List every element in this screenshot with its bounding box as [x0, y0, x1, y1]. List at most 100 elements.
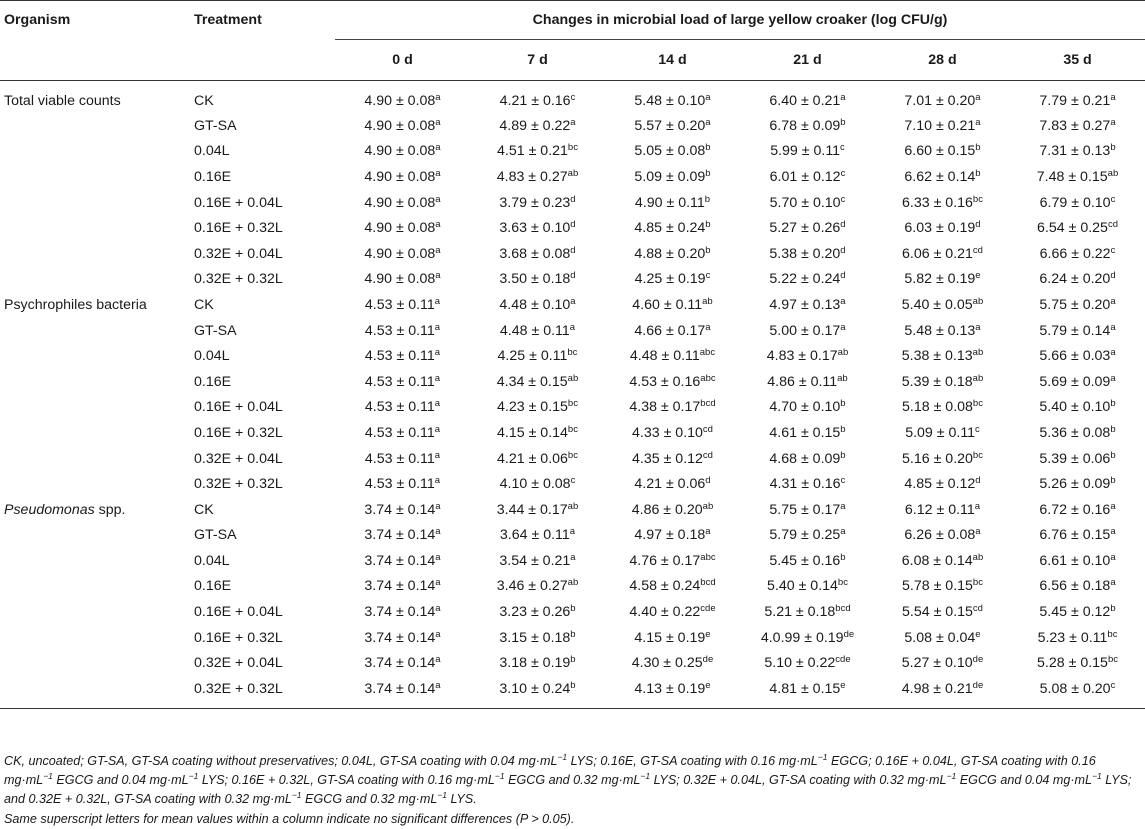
- value-cell: 4.53 ± 0.11a: [335, 420, 470, 446]
- value-cell: 4.81 ± 0.15e: [740, 676, 875, 709]
- treatment-cell: 0.04L: [194, 143, 230, 160]
- value-cell: 4.83 ± 0.27ab: [470, 164, 605, 190]
- mean-sd-value: 3.74 ± 0.14: [364, 604, 436, 621]
- value-cell: 3.63 ± 0.10d: [470, 215, 605, 241]
- significance-letters: a: [434, 372, 441, 384]
- value-cell: 3.46 ± 0.27ab: [470, 574, 605, 600]
- mean-sd-value: 5.09 ± 0.09: [634, 168, 706, 185]
- mean-sd-value: 4.90 ± 0.08: [364, 245, 436, 262]
- significance-letters: c: [840, 167, 846, 179]
- organism-cell: [0, 190, 190, 216]
- mean-sd-value: 6.66 ± 0.22: [1039, 245, 1111, 262]
- mean-sd-value: 7.79 ± 0.21: [1039, 93, 1111, 109]
- value-cell: 7.31 ± 0.13b: [1010, 139, 1145, 165]
- significance-letters: e: [840, 679, 846, 691]
- value-cell: 7.83 ± 0.27a: [1010, 113, 1145, 139]
- organism-cell: [0, 650, 190, 676]
- significance-letters: bcd: [835, 603, 851, 615]
- significance-letters: a: [434, 347, 441, 359]
- organism-cell: [0, 523, 190, 549]
- table-row: 0.32E + 0.04L 4.53 ± 0.11a 4.21 ± 0.06bc 4.…: [0, 446, 1145, 472]
- mean-sd-value: 5.08 ± 0.04: [904, 629, 976, 646]
- value-cell: 4.90 ± 0.08a: [335, 267, 470, 293]
- treatment-cell: 0.32E + 0.04L: [194, 450, 283, 467]
- value-cell: 5.82 ± 0.19e: [875, 267, 1010, 293]
- mean-sd-value: 5.26 ± 0.09: [1039, 476, 1111, 493]
- organism-header: Organism: [0, 0, 190, 40]
- value-cell: 3.74 ± 0.14a: [335, 676, 470, 709]
- treatment-cell: CK: [194, 93, 214, 109]
- mean-sd-value: 4.21 ± 0.06: [497, 450, 568, 467]
- value-cell: 3.74 ± 0.14a: [335, 497, 470, 523]
- organism-name: Psychrophiles bacteria: [4, 296, 147, 313]
- mean-sd-value: 4.85 ± 0.24: [634, 220, 706, 237]
- mean-sd-value: 5.70 ± 0.10: [769, 194, 841, 211]
- mean-sd-value: 4.53 ± 0.11: [364, 476, 435, 493]
- significance-letters: b: [1110, 398, 1116, 410]
- value-cell: 3.18 ± 0.19b: [470, 650, 605, 676]
- mean-sd-value: 5.79 ± 0.14: [1039, 322, 1111, 339]
- value-cell: 3.74 ± 0.14a: [335, 574, 470, 600]
- treatment-cell: CK: [194, 296, 214, 313]
- day-header: 28 d: [875, 39, 1010, 81]
- mean-sd-value: 4.89 ± 0.22: [499, 117, 571, 134]
- significance-letters: e: [975, 270, 981, 282]
- mean-sd-value: 3.63 ± 0.10: [499, 220, 571, 237]
- mean-sd-value: 4.31 ± 0.16: [769, 476, 841, 493]
- mean-sd-value: 6.79 ± 0.10: [1039, 194, 1111, 211]
- mean-sd-value: 4.35 ± 0.12: [632, 450, 703, 467]
- value-cell: 5.79 ± 0.14a: [1010, 318, 1145, 344]
- mean-sd-value: 6.08 ± 0.14: [901, 552, 973, 569]
- significance-letters: bc: [1107, 628, 1118, 640]
- day-header: 35 d: [1010, 39, 1145, 81]
- value-cell: 5.45 ± 0.12b: [1010, 599, 1145, 625]
- significance-letters: a: [435, 92, 441, 103]
- mean-sd-value: 3.64 ± 0.11: [499, 527, 570, 544]
- mean-sd-value: 4.90 ± 0.08: [364, 194, 436, 211]
- treatment-cell: GT-SA: [194, 117, 237, 134]
- mean-sd-value: 4.38 ± 0.17: [629, 399, 701, 416]
- mean-sd-value: 5.75 ± 0.17: [769, 501, 841, 518]
- significance-letters: bc: [972, 193, 983, 205]
- significance-letters: de: [702, 654, 714, 666]
- value-cell: 4.86 ± 0.11ab: [740, 369, 875, 395]
- value-cell: 4.90 ± 0.11b: [605, 190, 740, 216]
- mean-sd-value: 4.53 ± 0.11: [364, 296, 435, 313]
- mean-sd-value: 4.25 ± 0.19: [634, 271, 706, 288]
- significance-letters: e: [705, 679, 711, 691]
- mean-sd-value: 5.39 ± 0.18: [901, 373, 973, 390]
- mean-sd-value: 4.13 ± 0.19: [634, 680, 706, 697]
- significance-letters: a: [435, 628, 441, 640]
- mean-sd-value: 5.36 ± 0.08: [1039, 424, 1111, 441]
- value-cell: 4.83 ± 0.17ab: [740, 343, 875, 369]
- significance-letters: bc: [972, 398, 983, 410]
- mean-sd-value: 5.40 ± 0.05: [901, 296, 973, 313]
- mean-sd-value: 6.60 ± 0.15: [904, 143, 976, 160]
- value-cell: 5.48 ± 0.13a: [875, 318, 1010, 344]
- mean-sd-value: 4.81 ± 0.15: [769, 680, 841, 697]
- mean-sd-value: 3.74 ± 0.14: [364, 629, 436, 646]
- significance-letters: a: [705, 92, 711, 103]
- significance-letters: b: [840, 449, 846, 461]
- value-cell: 3.68 ± 0.08d: [470, 241, 605, 267]
- significance-letters: d: [570, 244, 576, 256]
- significance-letters: a: [434, 295, 441, 307]
- value-cell: 3.74 ± 0.14a: [335, 625, 470, 651]
- significance-letters: c: [840, 193, 846, 205]
- value-cell: 4.53 ± 0.11a: [335, 471, 470, 497]
- significance-letters: c: [840, 142, 845, 154]
- mean-sd-value: 6.62 ± 0.14: [904, 168, 976, 185]
- treatment-cell: 0.16E + 0.04L: [194, 194, 283, 211]
- significance-letters: abc: [700, 372, 716, 384]
- mean-sd-value: 3.23 ± 0.26: [499, 604, 571, 621]
- table-row: 0.32E + 0.32L 4.53 ± 0.11a 4.10 ± 0.08c 4.2…: [0, 471, 1145, 497]
- significance-letters: ab: [972, 347, 984, 359]
- mean-sd-value: 5.27 ± 0.26: [769, 220, 841, 237]
- value-cell: 4.0.99 ± 0.19de: [740, 625, 875, 651]
- significance-letters: bc: [972, 449, 983, 461]
- significance-letters: b: [1110, 423, 1116, 435]
- significance-letters: a: [570, 551, 576, 563]
- significance-letters: cd: [972, 244, 983, 256]
- significance-letters: a: [840, 526, 846, 538]
- mean-sd-value: 5.79 ± 0.25: [769, 527, 841, 544]
